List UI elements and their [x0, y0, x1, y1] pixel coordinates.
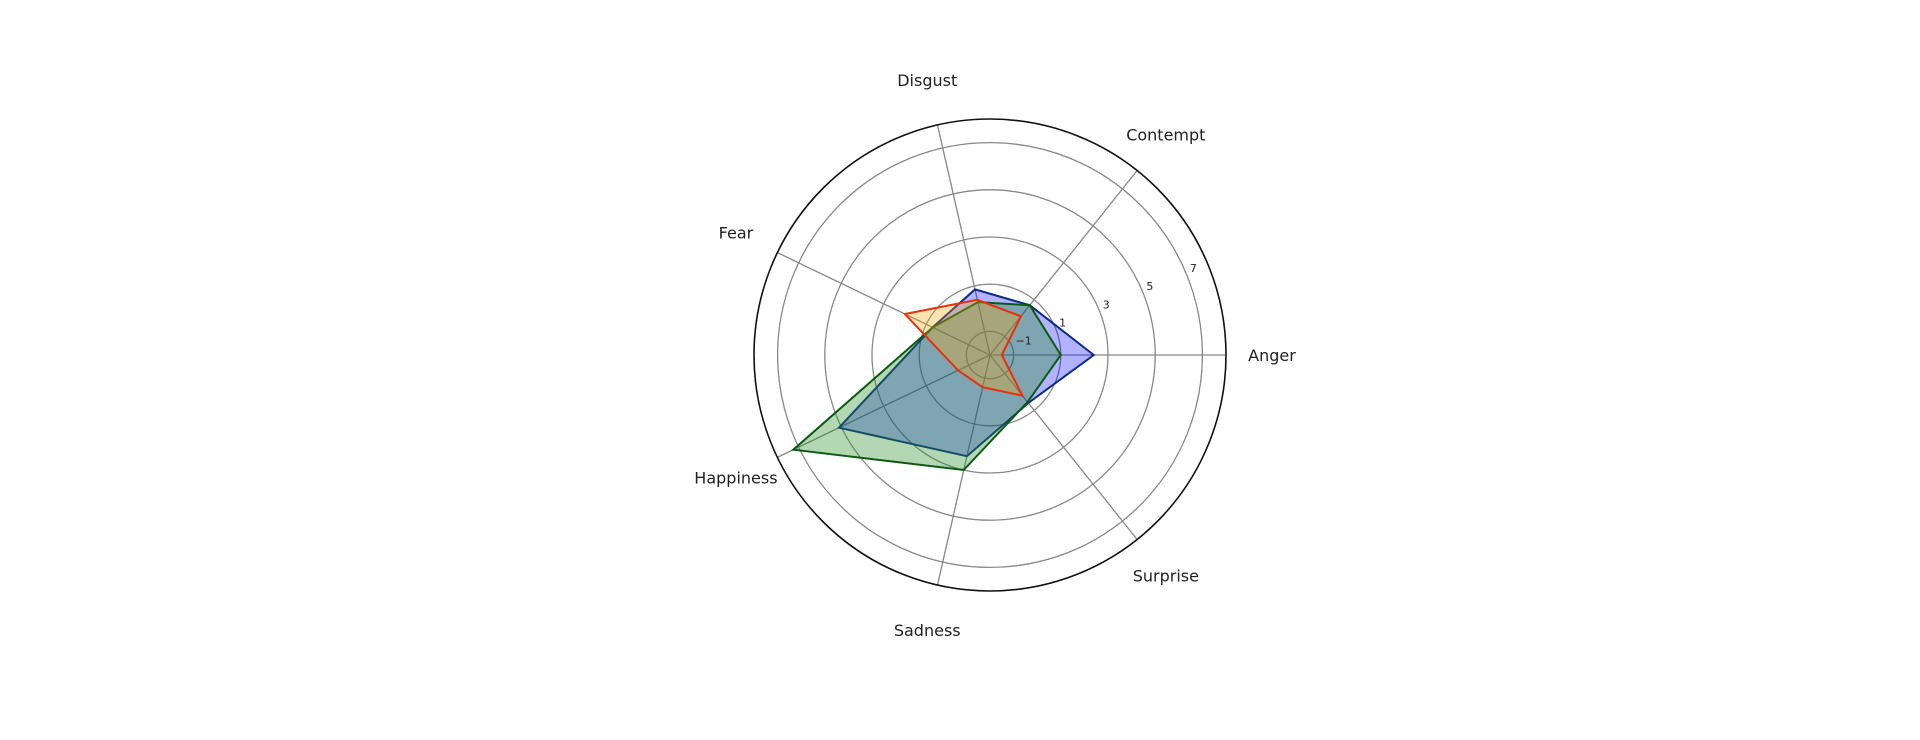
r-tick-label: 3 [1103, 298, 1110, 311]
spoke-line [989, 354, 1138, 540]
series-1-polygon [790, 301, 1063, 472]
spoke-line [777, 252, 991, 356]
spoke-line [777, 354, 991, 458]
category-label: Surprise [1133, 566, 1199, 585]
radar-labels: Anger Contempt Disgust Fear Happiness Sadness… [694, 71, 1296, 640]
spoke-line [989, 170, 1138, 356]
series-2-polygon [902, 298, 1025, 398]
r-tick-label: 7 [1190, 262, 1197, 275]
category-label: Sadness [894, 621, 961, 640]
category-label: Anger [1248, 346, 1296, 365]
category-label: Disgust [897, 71, 957, 90]
spoke-line [936, 124, 991, 356]
r-tick-label: 5 [1146, 280, 1153, 293]
category-label: Contempt [1126, 126, 1205, 145]
radar-grid [753, 118, 1227, 592]
r-tick-label: −1 [1015, 334, 1031, 347]
category-label: Happiness [694, 468, 777, 487]
category-label: Fear [719, 224, 754, 243]
radar-series [790, 288, 1096, 472]
r-tick-label: 1 [1059, 316, 1066, 329]
outer-circle [753, 118, 1227, 592]
